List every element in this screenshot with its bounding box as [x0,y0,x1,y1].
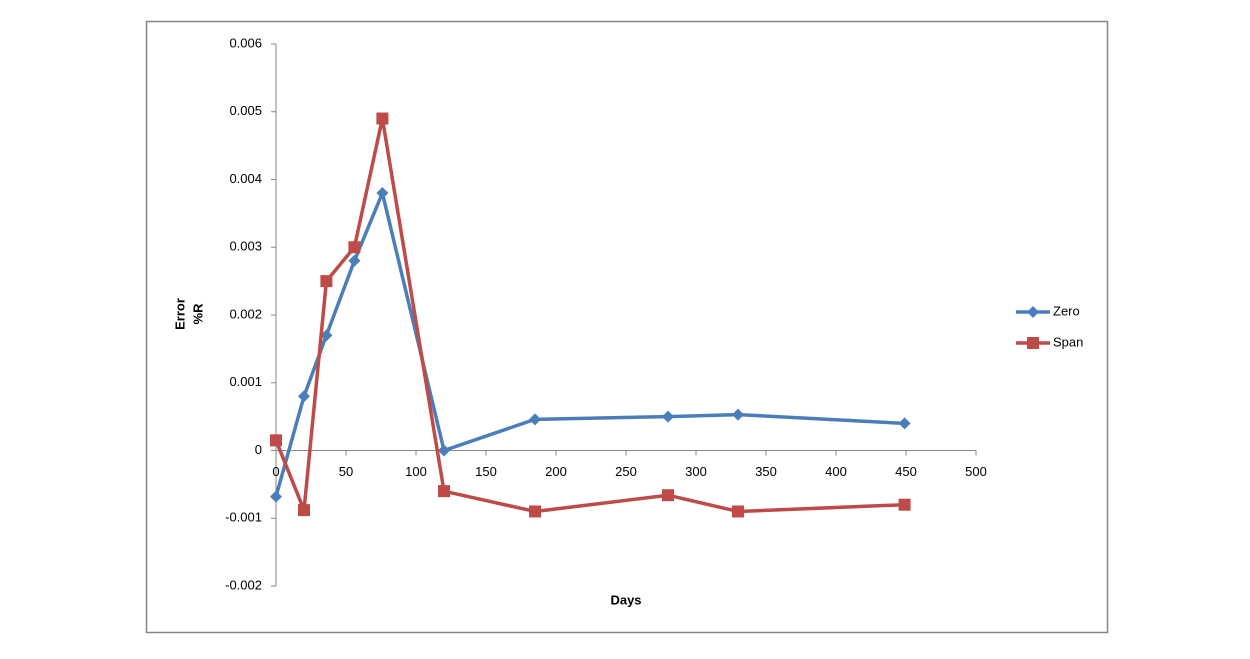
marker [298,504,310,517]
y-tick-label: 0.004 [229,171,262,186]
y-tick-label: 0.006 [229,35,262,50]
x-axis-label: Days [610,592,641,607]
x-tick-label: 100 [405,464,427,479]
y-axis-label: %R [190,303,205,325]
legend-label: Span [1053,334,1083,349]
marker [732,505,744,518]
marker [438,485,450,498]
marker [662,489,674,502]
marker [662,410,674,423]
marker [732,408,744,421]
marker [298,390,310,403]
legend-marker [1027,306,1039,318]
marker [320,275,333,288]
x-tick-label: 300 [685,464,707,479]
series-line [274,191,905,498]
marker [898,498,911,511]
x-tick-label: 200 [545,464,567,479]
x-tick-label: 0 [272,464,279,479]
y-tick-label: 0.001 [229,374,262,389]
x-tick-label: 500 [965,464,987,479]
marker [348,254,361,267]
x-tick-label: 400 [825,464,847,479]
marker [270,490,282,503]
legend-label: Zero [1053,303,1080,318]
marker [529,413,541,426]
x-tick-label: 350 [755,464,777,479]
y-tick-label: 0.003 [229,239,262,254]
marker [438,444,450,457]
y-tick-label: 0.005 [229,103,262,118]
chart-border [145,20,1109,634]
marker [376,187,389,200]
y-tick-label: -0.001 [225,510,262,525]
y-tick-label: 0 [255,442,262,457]
x-tick-label: 450 [895,464,917,479]
x-tick-label: 50 [339,464,353,479]
marker [320,329,333,342]
marker [898,417,911,430]
marker [348,241,361,254]
marker [529,505,541,518]
legend-marker [1027,337,1039,349]
y-tick-label: 0.002 [229,306,262,321]
x-tick-label: 250 [615,464,637,479]
y-tick-label: -0.002 [225,577,262,592]
x-tick-label: 150 [475,464,497,479]
marker [376,112,389,125]
y-axis-label: Error [172,298,187,330]
marker [270,434,282,447]
series-line [274,116,905,514]
